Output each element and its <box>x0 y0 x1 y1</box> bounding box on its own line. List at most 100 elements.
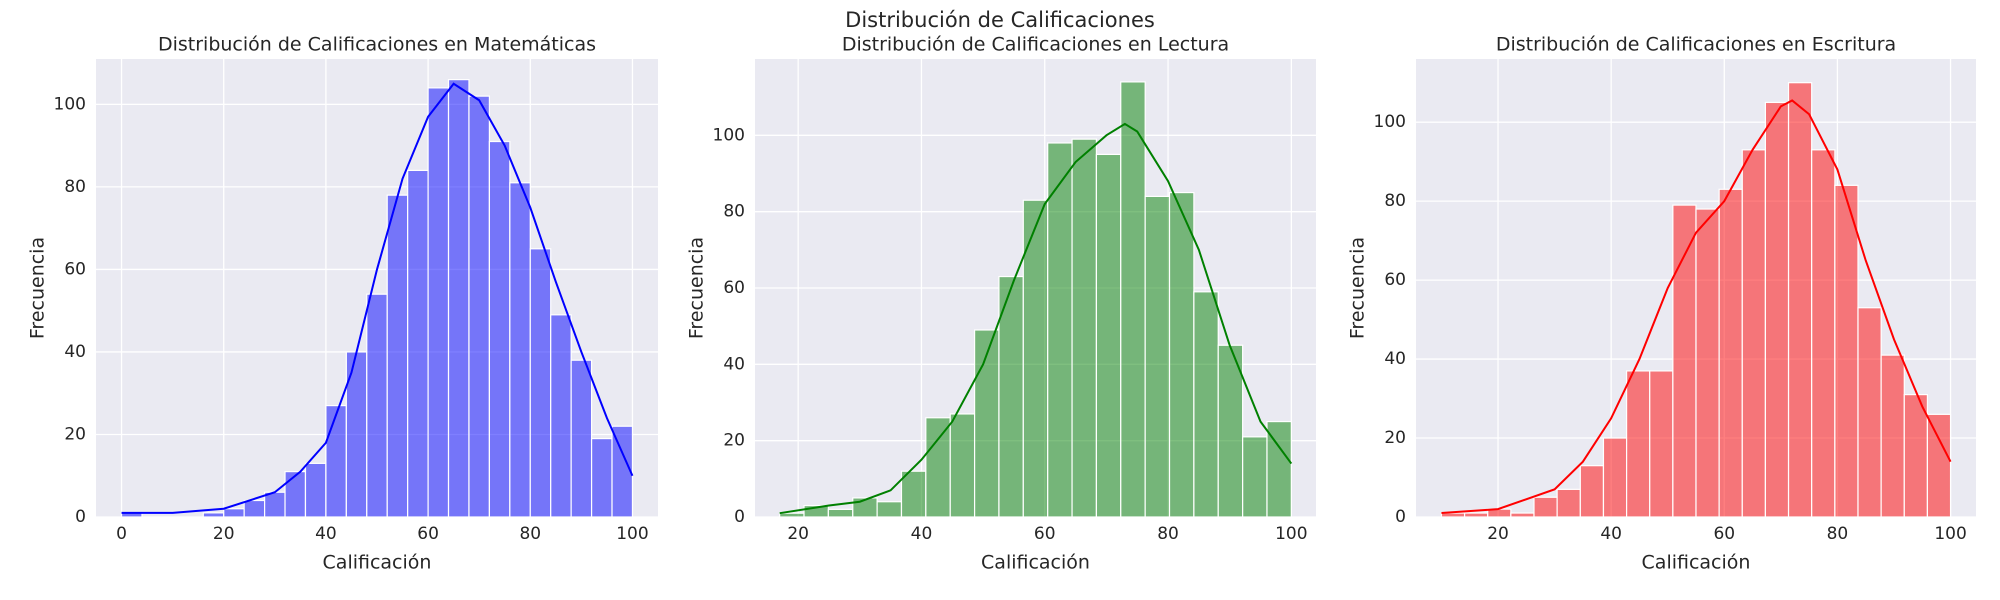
x-tick-label: 40 <box>911 524 933 544</box>
bar <box>973 329 1000 518</box>
bar <box>1579 465 1605 518</box>
bar <box>1071 138 1098 518</box>
bar <box>366 293 388 518</box>
bar <box>1193 291 1219 518</box>
y-tick-label: 0 <box>1395 507 1406 527</box>
y-tick-label: 20 <box>1384 428 1406 448</box>
bar <box>1144 195 1171 518</box>
chart-title: Distribución de Calificaciones en Escrit… <box>1496 34 1896 56</box>
x-tick-label: 80 <box>519 524 541 544</box>
chart-title: Distribución de Calificaciones en Lectur… <box>842 34 1229 56</box>
y-axis-label: Frecuencia <box>1347 237 1369 339</box>
bar <box>1903 394 1929 518</box>
bar <box>202 512 225 518</box>
bar <box>900 470 927 518</box>
bar <box>1672 204 1697 518</box>
x-tick-label: 80 <box>1157 524 1179 544</box>
x-tick-label: 100 <box>1934 524 1966 544</box>
bar <box>407 169 429 518</box>
bar <box>1463 512 1489 518</box>
bar <box>611 425 634 518</box>
bar <box>1168 191 1195 518</box>
y-axis-label: Frecuencia <box>27 237 49 339</box>
kde-line <box>121 82 634 514</box>
x-axis-label: Calificación <box>323 552 432 574</box>
y-tick-label: 40 <box>64 342 86 362</box>
bar <box>1556 488 1581 518</box>
bar <box>949 413 976 518</box>
bar <box>1533 496 1558 518</box>
kde-line <box>1441 99 1952 515</box>
bar <box>1741 149 1767 518</box>
x-tick-label: 0 <box>116 524 127 544</box>
bar <box>1047 142 1073 518</box>
x-tick-label: 20 <box>1487 524 1509 544</box>
y-tick-label: 0 <box>75 507 86 527</box>
bar <box>827 508 854 518</box>
bar <box>447 79 470 518</box>
chart-title: Distribución de Calificaciones en Matemá… <box>158 34 596 56</box>
y-tick-label: 100 <box>713 125 745 145</box>
x-axis-label: Calificación <box>981 552 1090 574</box>
bar <box>1857 307 1882 518</box>
bar <box>325 404 347 518</box>
bar <box>1926 413 1952 518</box>
x-tick-label: 60 <box>1034 524 1056 544</box>
bar <box>779 512 805 518</box>
bar <box>1718 188 1743 518</box>
bar <box>925 417 951 518</box>
bar <box>243 499 266 518</box>
x-tick-label: 40 <box>315 524 337 544</box>
bar <box>1095 153 1122 518</box>
bar <box>570 359 593 518</box>
y-tick-label: 40 <box>723 354 745 374</box>
y-tick-label: 0 <box>734 507 745 527</box>
bar <box>488 140 511 518</box>
y-tick-label: 60 <box>723 278 745 298</box>
x-tick-label: 60 <box>417 524 439 544</box>
x-tick-label: 20 <box>787 524 809 544</box>
bar <box>876 501 903 518</box>
bar <box>468 95 490 518</box>
figure-title: Distribución de Calificaciones <box>845 8 1155 32</box>
y-tick-label: 100 <box>1374 112 1406 132</box>
y-tick-label: 60 <box>1384 270 1406 290</box>
bar <box>1510 512 1535 518</box>
bar <box>427 87 450 518</box>
y-tick-label: 100 <box>54 94 86 114</box>
bar <box>1120 81 1146 518</box>
kde-line <box>779 122 1293 515</box>
bar <box>1695 208 1720 518</box>
bar <box>264 491 286 518</box>
bar <box>1217 344 1244 518</box>
y-axis-label: Frecuencia <box>686 237 708 339</box>
bar <box>223 508 245 518</box>
bar <box>1764 101 1790 518</box>
bar <box>1242 436 1268 518</box>
x-tick-label: 80 <box>1827 524 1849 544</box>
bar <box>1811 149 1836 518</box>
bar <box>550 314 572 518</box>
x-tick-label: 20 <box>213 524 235 544</box>
bar <box>284 471 307 518</box>
bar <box>509 182 531 518</box>
y-tick-label: 20 <box>723 431 745 451</box>
y-tick-label: 80 <box>723 202 745 222</box>
x-axis-label: Calificación <box>1642 552 1751 574</box>
y-tick-label: 80 <box>64 177 86 197</box>
y-tick-label: 80 <box>1384 191 1406 211</box>
y-tick-label: 20 <box>64 424 86 444</box>
bar <box>529 248 552 518</box>
x-tick-label: 40 <box>1600 524 1622 544</box>
bar <box>1787 82 1813 518</box>
bar <box>304 462 327 518</box>
bar <box>1602 437 1628 518</box>
y-tick-label: 60 <box>64 259 86 279</box>
bar <box>1880 354 1905 518</box>
bar <box>1834 184 1859 518</box>
y-tick-label: 40 <box>1384 349 1406 369</box>
bar <box>1625 370 1651 518</box>
x-tick-label: 60 <box>1713 524 1735 544</box>
bar <box>1022 199 1049 518</box>
